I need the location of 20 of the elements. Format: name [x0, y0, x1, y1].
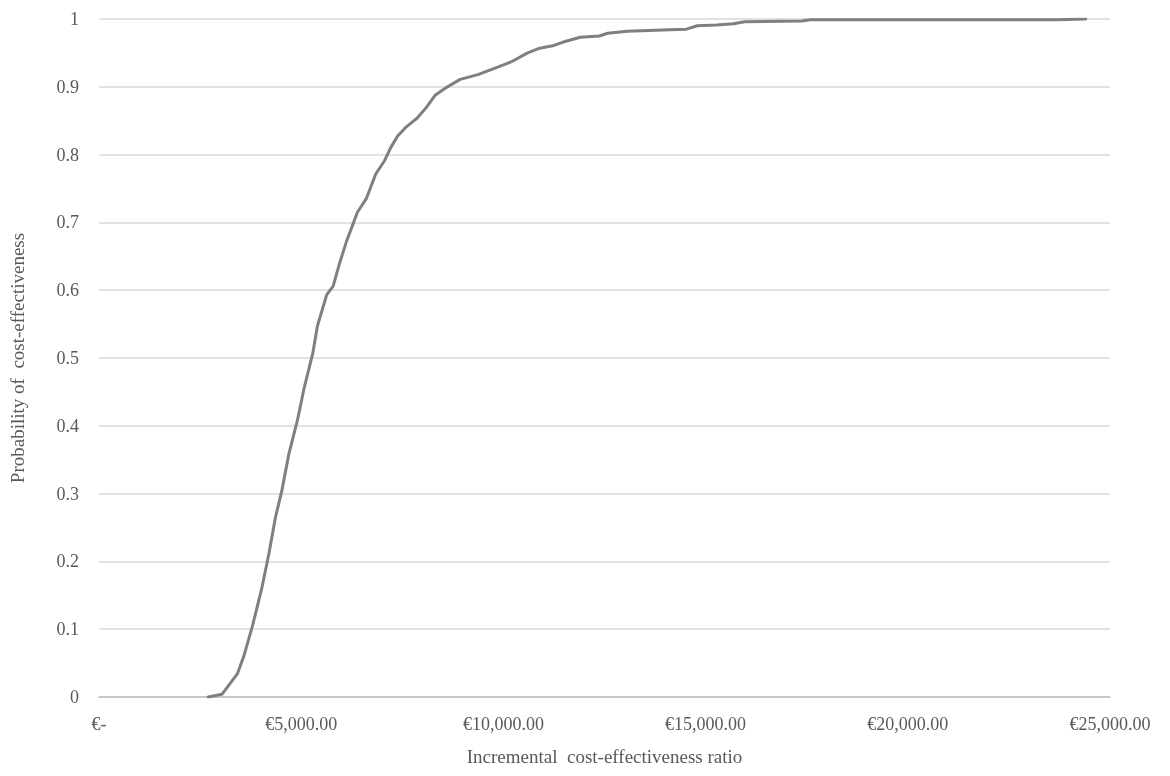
y-tick-label: 0.9 [56, 76, 79, 97]
y-tick-label: 0.4 [56, 415, 79, 436]
y-tick-label: 0.3 [56, 483, 79, 504]
y-tick-label: 0 [70, 687, 79, 707]
y-tick-label: 0.8 [56, 144, 79, 165]
x-tick-label: €15,000.00 [665, 714, 747, 734]
line-series [206, 17, 1088, 699]
y-tick-label: 0.5 [56, 348, 79, 368]
y-tick-label: 1 [70, 9, 79, 29]
x-tick-label: €10,000.00 [462, 714, 544, 734]
y-tick-label: 0.7 [56, 212, 79, 233]
y-tick-label: 0.6 [56, 280, 79, 301]
y-tick-label: 0.2 [56, 551, 79, 572]
x-tick-label: €25,000.00 [1069, 714, 1151, 734]
x-tick-label: €20,000.00 [867, 714, 949, 734]
y-axis-title: Probability of cost-effectiveness [7, 232, 28, 484]
y-tick-label: 0.1 [56, 619, 79, 640]
x-tick-label: €- [91, 714, 107, 734]
x-axis-title: Incremental cost-effectiveness ratio [466, 746, 743, 767]
x-tick-label: €5,000.00 [265, 714, 338, 734]
